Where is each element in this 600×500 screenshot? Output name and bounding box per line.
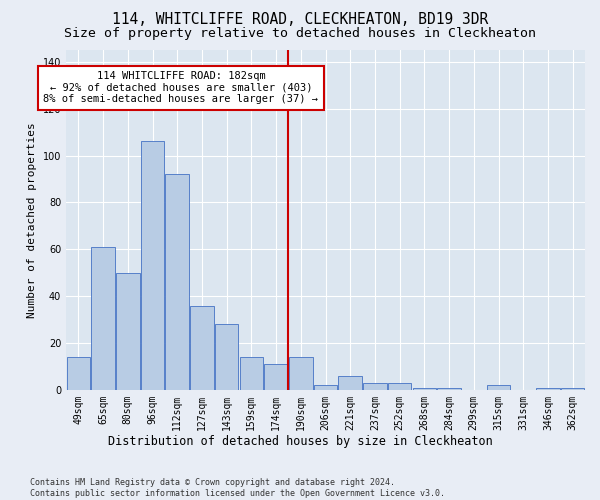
Bar	[67, 357, 90, 390]
Bar	[487, 386, 510, 390]
Bar	[116, 273, 140, 390]
Text: 114, WHITCLIFFE ROAD, CLECKHEATON, BD19 3DR: 114, WHITCLIFFE ROAD, CLECKHEATON, BD19 …	[112, 12, 488, 28]
Bar	[561, 388, 584, 390]
Bar	[314, 386, 337, 390]
Bar	[141, 142, 164, 390]
Bar	[388, 383, 412, 390]
Bar	[437, 388, 461, 390]
Bar	[289, 357, 313, 390]
Bar	[215, 324, 238, 390]
Text: Size of property relative to detached houses in Cleckheaton: Size of property relative to detached ho…	[64, 28, 536, 40]
Bar	[265, 364, 288, 390]
Text: Contains HM Land Registry data © Crown copyright and database right 2024.
Contai: Contains HM Land Registry data © Crown c…	[30, 478, 445, 498]
Bar	[536, 388, 560, 390]
Y-axis label: Number of detached properties: Number of detached properties	[27, 122, 37, 318]
Bar	[91, 247, 115, 390]
Bar	[338, 376, 362, 390]
Bar	[239, 357, 263, 390]
Bar	[363, 383, 386, 390]
Bar	[413, 388, 436, 390]
Bar	[190, 306, 214, 390]
Text: 114 WHITCLIFFE ROAD: 182sqm
← 92% of detached houses are smaller (403)
8% of sem: 114 WHITCLIFFE ROAD: 182sqm ← 92% of det…	[43, 71, 319, 104]
Text: Distribution of detached houses by size in Cleckheaton: Distribution of detached houses by size …	[107, 435, 493, 448]
Bar	[166, 174, 189, 390]
